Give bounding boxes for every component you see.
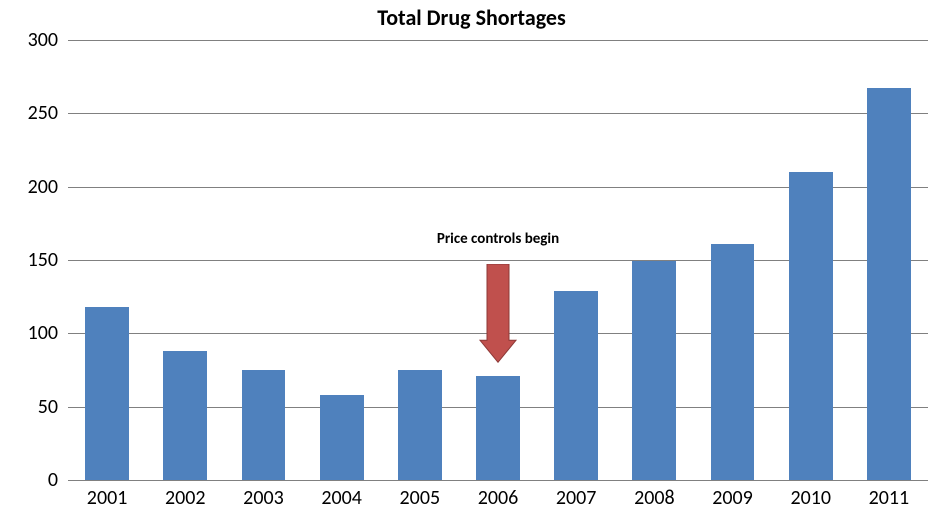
annotation-arrow-icon [478,264,518,362]
bar [711,244,755,480]
bar [554,291,598,480]
x-tick-label: 2003 [243,480,284,510]
bar [789,172,833,480]
x-tick-label: 2008 [634,480,675,510]
x-tick-label: 2009 [712,480,753,510]
bar [632,261,676,480]
x-tick-label: 2010 [790,480,831,510]
bar [867,88,911,480]
x-tick-label: 2004 [321,480,362,510]
y-tick-label: 0 [48,468,68,492]
bar [476,376,520,480]
y-tick-label: 250 [28,101,68,125]
x-tick-label: 2006 [478,480,519,510]
bar [398,370,442,480]
x-tick-label: 2011 [869,480,910,510]
grid-line [68,40,928,41]
y-tick-label: 150 [28,248,68,272]
y-tick-label: 50 [38,395,68,419]
bar [320,395,364,480]
x-tick-label: 2002 [165,480,206,510]
x-tick-label: 2007 [556,480,597,510]
y-tick-label: 100 [28,321,68,345]
bar [242,370,286,480]
chart-container: Total Drug Shortages 0501001502002503002… [0,0,943,531]
bar [163,351,207,480]
y-tick-label: 300 [28,28,68,52]
x-tick-label: 2001 [87,480,128,510]
annotation-label: Price controls begin [437,230,559,248]
chart-title: Total Drug Shortages [0,4,943,31]
bar [85,307,129,480]
y-tick-label: 200 [28,175,68,199]
plot-area: 0501001502002503002001200220032004200520… [68,40,928,480]
grid-line [68,113,928,114]
x-tick-label: 2005 [400,480,441,510]
